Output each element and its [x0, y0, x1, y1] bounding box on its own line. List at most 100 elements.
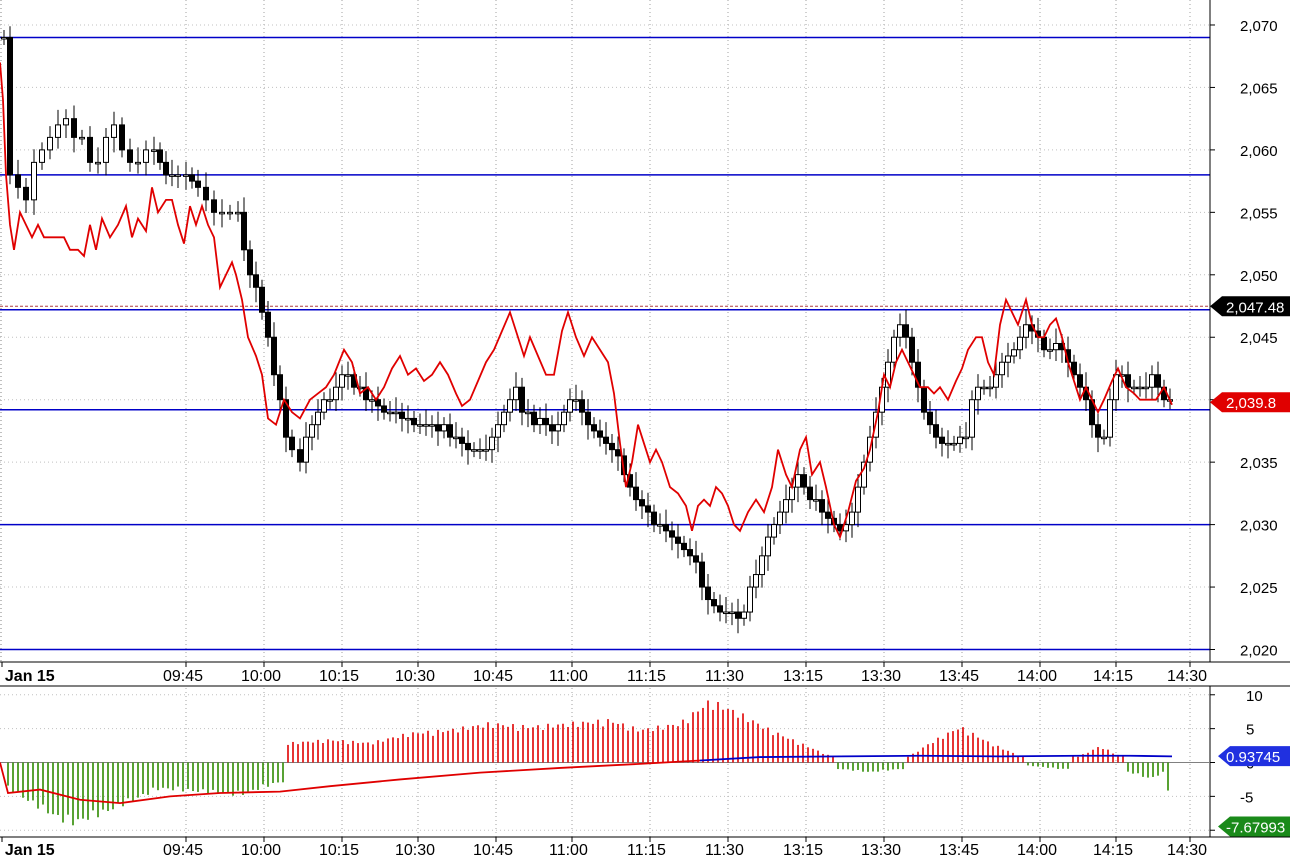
candle-body [687, 549, 693, 557]
last-price-tag: 2,047.48 [1226, 299, 1284, 316]
sub-tick-label: 10 [1246, 688, 1263, 705]
candle-body [31, 161, 37, 201]
candle-body [87, 136, 93, 163]
time-tick-label: 11:15 [627, 668, 666, 685]
candle-body [227, 211, 233, 215]
candle-body [71, 118, 77, 138]
candle-body [321, 399, 327, 413]
price-tick-label: 2,025 [1240, 580, 1278, 597]
time-tick-label: 10:00 [241, 668, 281, 685]
time-tick-label: 10:15 [319, 668, 359, 685]
candle-body [537, 417, 543, 426]
candle-body [1149, 374, 1155, 388]
candle-body [259, 286, 265, 313]
candle-body [555, 424, 561, 432]
candle-body [345, 374, 351, 377]
candle-body [265, 311, 271, 338]
candle-body [987, 386, 993, 390]
candle-body [717, 605, 723, 613]
candle-body [765, 536, 771, 557]
candle-body [585, 411, 591, 426]
candle-body [363, 386, 369, 401]
candle-body [711, 599, 717, 607]
candle-body [969, 399, 975, 438]
candle-body [387, 411, 393, 415]
candle-body [933, 424, 939, 438]
candle-body [1155, 374, 1161, 388]
candle-body [957, 436, 963, 444]
candle-body [1041, 336, 1047, 351]
candle-body [477, 449, 483, 452]
candle-body [855, 486, 861, 513]
candle-body [103, 136, 109, 163]
candle-body [7, 36, 13, 176]
time-tick-label: 13:45 [939, 668, 979, 685]
candle-body [603, 436, 609, 444]
candle-body [423, 424, 429, 427]
candle-body [609, 442, 615, 451]
signal-line-red [0, 759, 701, 805]
candle-body [1023, 324, 1029, 338]
signal-line-blue [699, 754, 1173, 762]
candle-body [885, 361, 891, 388]
sub-time-tick-label: 14:15 [1093, 842, 1133, 855]
candle-body [615, 449, 621, 457]
candle-body [741, 611, 747, 619]
candle-body [507, 399, 513, 413]
candle-body [219, 211, 225, 215]
candle-body [175, 174, 181, 177]
candle-body [675, 536, 681, 544]
candle-body [315, 411, 321, 426]
price-tick-label: 2,070 [1240, 18, 1278, 35]
candle-body [1053, 342, 1059, 351]
candle-body [333, 386, 339, 401]
hist-last-tag: -7.67993 [1226, 820, 1285, 837]
time-tick-label: 11:00 [549, 668, 588, 685]
candle-body [657, 524, 663, 527]
candle-body [591, 424, 597, 432]
candle-body [465, 442, 471, 451]
sub-time-tick-label: 09:45 [163, 842, 203, 855]
candle-body [891, 336, 897, 363]
candle-body [483, 449, 489, 452]
candle-body [501, 411, 507, 426]
candle-body [1113, 374, 1119, 401]
candle-body [543, 417, 549, 426]
sub-time-tick-label: 10:00 [241, 842, 281, 855]
candle-body [951, 442, 957, 446]
candle-body [15, 174, 21, 188]
candle-body [795, 474, 801, 488]
hist-last-tag-bg [1218, 816, 1290, 837]
candle-body [111, 124, 117, 138]
price-tick-label: 2,050 [1240, 268, 1278, 285]
candle-body [183, 174, 189, 177]
candle-body [393, 411, 399, 415]
red-indicator-line [0, 62, 1173, 540]
time-tick-label: 10:30 [395, 668, 435, 685]
signal-last-tag: 0.93745 [1226, 749, 1280, 766]
candle-body [1143, 386, 1149, 390]
sub-time-tick-label: 13:30 [861, 842, 901, 855]
candle-body [369, 399, 375, 402]
candle-body [495, 424, 501, 438]
candle-body [1077, 374, 1083, 388]
sub-time-tick-label: 13:15 [783, 842, 823, 855]
time-tick-label: 13:30 [861, 668, 901, 685]
candle-body [783, 499, 789, 513]
sub-tick-label: -5 [1240, 789, 1253, 806]
candle-body [669, 530, 675, 538]
candle-body [47, 136, 53, 151]
candle-body [1011, 349, 1017, 357]
candle-body [801, 474, 807, 488]
candle-body [247, 249, 253, 276]
candle-body [1125, 374, 1131, 388]
candle-body [963, 436, 969, 440]
candle-body [55, 124, 61, 138]
candle-body [819, 499, 825, 513]
candle-body [1131, 386, 1137, 390]
time-tick-label: 10:45 [473, 668, 513, 685]
candle-body [723, 611, 729, 615]
candle-body [381, 405, 387, 413]
candle-body [519, 386, 525, 413]
